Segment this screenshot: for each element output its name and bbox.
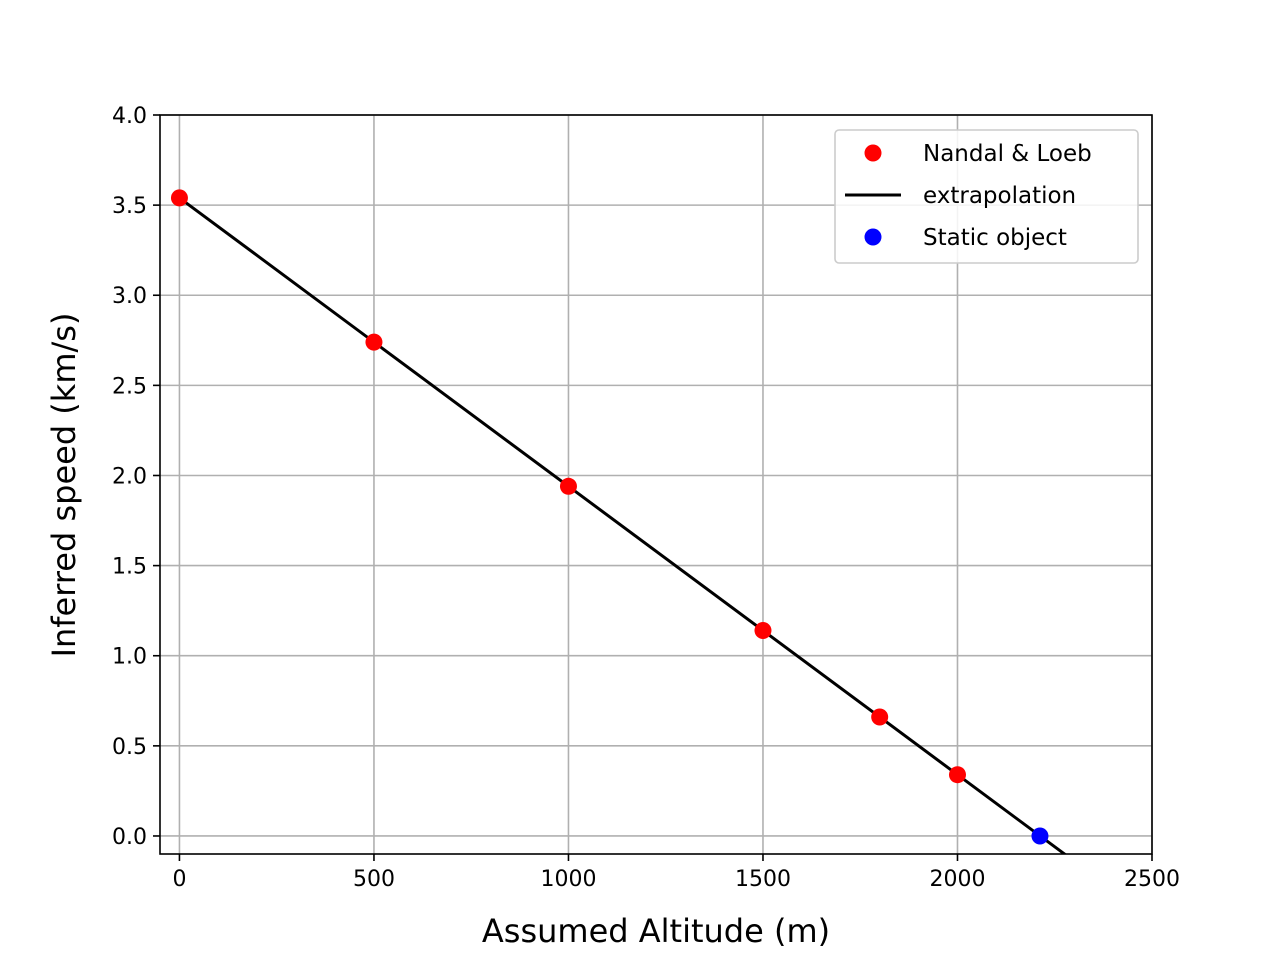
x-tick-label: 2000 <box>929 867 985 892</box>
y-tick-label: 2.5 <box>112 374 147 399</box>
x-tick-label: 1000 <box>540 867 596 892</box>
nandal-loeb-point <box>170 189 188 207</box>
x-tick-label: 1500 <box>735 867 791 892</box>
y-tick-label: 1.5 <box>112 555 147 580</box>
nandal-loeb-point <box>559 477 577 495</box>
y-tick-label: 0.5 <box>112 735 147 760</box>
y-tick-label: 4.0 <box>112 104 147 129</box>
axis-ticks: 0 500 1000 1500 2000 2500 0.0 0.5 1.0 1.5 2.0 2.5 3.… <box>112 104 1180 892</box>
legend-label: Static object <box>923 225 1067 251</box>
x-tick-label: 500 <box>353 867 395 892</box>
legend: Nandal & Loeb extrapolation Static object <box>834 129 1139 264</box>
legend-label: extrapolation <box>923 183 1076 209</box>
plot-frame <box>159 114 1153 855</box>
x-tick-label: 2500 <box>1124 867 1180 892</box>
y-tick-label: 3.5 <box>112 194 147 219</box>
x-tick-label: 0 <box>172 867 186 892</box>
y-tick-label: 1.0 <box>112 645 147 670</box>
plot-content <box>170 189 1067 854</box>
y-axis-label: Inferred speed (km/s) <box>45 313 83 658</box>
y-tick-label: 2.0 <box>112 464 147 489</box>
nandal-loeb-point <box>948 766 966 784</box>
legend-label: Nandal & Loeb <box>923 141 1092 167</box>
nandal-loeb-point <box>754 621 772 639</box>
static-object-point <box>1031 827 1049 845</box>
y-tick-label: 0.0 <box>112 825 147 850</box>
legend-point-marker <box>864 144 882 162</box>
legend-point-marker <box>864 228 882 246</box>
y-tick-label: 3.0 <box>112 284 147 309</box>
x-axis-label: Assumed Altitude (m) <box>482 912 830 950</box>
nandal-loeb-point <box>365 333 383 351</box>
legend-box <box>834 129 1139 264</box>
nandal-loeb-point <box>871 708 889 726</box>
